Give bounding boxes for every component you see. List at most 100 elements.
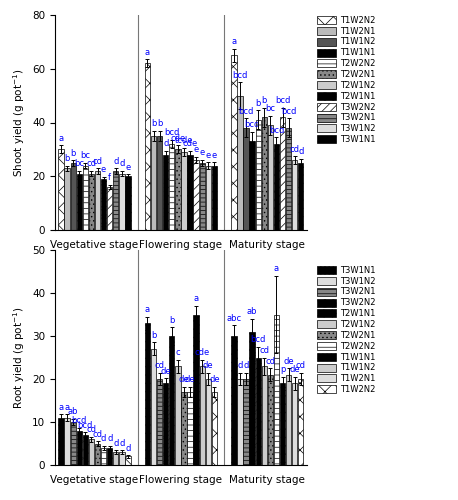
Bar bbox=[71, 422, 76, 465]
Text: de: de bbox=[179, 375, 189, 384]
Bar bbox=[107, 187, 112, 230]
Text: b: b bbox=[262, 96, 267, 105]
Text: b: b bbox=[71, 148, 76, 158]
Text: bcd: bcd bbox=[269, 126, 284, 134]
Bar bbox=[107, 448, 112, 465]
Text: b: b bbox=[256, 99, 261, 108]
Text: bc: bc bbox=[74, 160, 84, 168]
Text: bcd: bcd bbox=[71, 416, 87, 425]
Bar bbox=[163, 155, 169, 230]
Bar bbox=[231, 56, 237, 230]
Text: de: de bbox=[203, 361, 213, 370]
Text: d: d bbox=[298, 147, 304, 156]
Bar bbox=[237, 96, 243, 230]
Text: c: c bbox=[175, 348, 180, 357]
Bar bbox=[113, 171, 119, 230]
Bar bbox=[58, 418, 64, 465]
Text: d: d bbox=[101, 434, 106, 443]
Text: p: p bbox=[280, 366, 285, 374]
Text: de: de bbox=[289, 366, 300, 374]
Text: a: a bbox=[231, 37, 236, 46]
Bar bbox=[83, 166, 88, 230]
Text: de: de bbox=[160, 366, 171, 376]
Bar bbox=[163, 384, 169, 465]
Legend: T1W2N2, T1W2N1, T1W1N2, T1W1N1, T2W2N2, T2W2N1, T2W1N2, T2W1N1, T3W2N2, T3W2N1, : T1W2N2, T1W2N1, T1W1N2, T1W1N1, T2W2N2, … bbox=[316, 14, 377, 145]
Bar bbox=[292, 160, 297, 230]
Bar bbox=[125, 176, 131, 230]
Bar bbox=[76, 174, 82, 230]
Bar bbox=[181, 152, 186, 230]
Text: cd: cd bbox=[290, 144, 300, 154]
Bar bbox=[200, 366, 205, 465]
Text: a: a bbox=[65, 402, 70, 411]
Bar bbox=[212, 166, 217, 230]
Bar bbox=[175, 366, 180, 465]
Text: de: de bbox=[209, 375, 220, 384]
Text: e: e bbox=[200, 148, 205, 157]
Bar bbox=[95, 171, 100, 230]
Text: b: b bbox=[169, 316, 174, 325]
Bar bbox=[231, 336, 237, 465]
Bar bbox=[250, 332, 255, 465]
Text: d: d bbox=[113, 156, 119, 166]
Text: de: de bbox=[284, 356, 294, 366]
Text: f: f bbox=[108, 174, 111, 182]
Text: cde: cde bbox=[182, 139, 198, 148]
Text: b: b bbox=[151, 331, 156, 340]
Bar bbox=[125, 456, 131, 465]
Text: de: de bbox=[185, 375, 196, 384]
Bar bbox=[145, 323, 150, 465]
Bar bbox=[298, 379, 304, 465]
Text: cd: cd bbox=[93, 156, 103, 166]
Bar bbox=[169, 144, 174, 230]
Text: cde: cde bbox=[170, 134, 185, 143]
Text: ab: ab bbox=[247, 307, 257, 316]
Text: cd: cd bbox=[265, 356, 275, 366]
Text: e: e bbox=[206, 150, 211, 160]
Text: cd: cd bbox=[155, 361, 164, 370]
Bar bbox=[206, 166, 211, 230]
Text: a: a bbox=[59, 134, 64, 143]
Bar bbox=[76, 430, 82, 465]
Bar bbox=[187, 155, 193, 230]
Bar bbox=[256, 120, 261, 230]
Text: d: d bbox=[237, 361, 243, 370]
Text: bcd: bcd bbox=[251, 335, 266, 344]
Bar bbox=[292, 384, 297, 465]
Bar bbox=[95, 444, 100, 465]
Bar bbox=[145, 64, 150, 230]
Text: cd: cd bbox=[93, 430, 103, 439]
Text: d: d bbox=[243, 361, 249, 370]
Text: bcd: bcd bbox=[275, 96, 290, 105]
Bar bbox=[71, 163, 76, 230]
Bar bbox=[193, 160, 199, 230]
Bar bbox=[187, 392, 193, 465]
Bar bbox=[262, 117, 267, 230]
Text: d: d bbox=[107, 434, 112, 443]
Bar bbox=[206, 379, 211, 465]
Bar bbox=[274, 314, 279, 465]
Text: cd: cd bbox=[87, 160, 97, 168]
Bar bbox=[280, 384, 285, 465]
Text: bcd: bcd bbox=[238, 107, 254, 116]
Text: e: e bbox=[101, 165, 106, 174]
Text: a: a bbox=[274, 264, 279, 273]
Bar bbox=[151, 136, 156, 230]
Text: bcd: bcd bbox=[164, 128, 180, 138]
Text: bcd: bcd bbox=[78, 420, 93, 430]
Bar bbox=[274, 144, 279, 230]
Bar bbox=[113, 452, 119, 465]
Bar bbox=[286, 374, 291, 465]
Bar bbox=[169, 336, 174, 465]
Text: bc: bc bbox=[80, 151, 90, 160]
Text: a: a bbox=[145, 48, 150, 57]
Bar bbox=[243, 128, 249, 230]
Text: cd: cd bbox=[259, 346, 269, 355]
Text: e: e bbox=[125, 162, 131, 172]
Text: bcd: bcd bbox=[245, 120, 260, 130]
Bar bbox=[298, 163, 304, 230]
Text: b: b bbox=[151, 119, 156, 128]
Y-axis label: Root yield (g pot$^{-1}$): Root yield (g pot$^{-1}$) bbox=[11, 306, 27, 409]
Text: d: d bbox=[113, 439, 119, 448]
Text: cd: cd bbox=[296, 361, 306, 370]
